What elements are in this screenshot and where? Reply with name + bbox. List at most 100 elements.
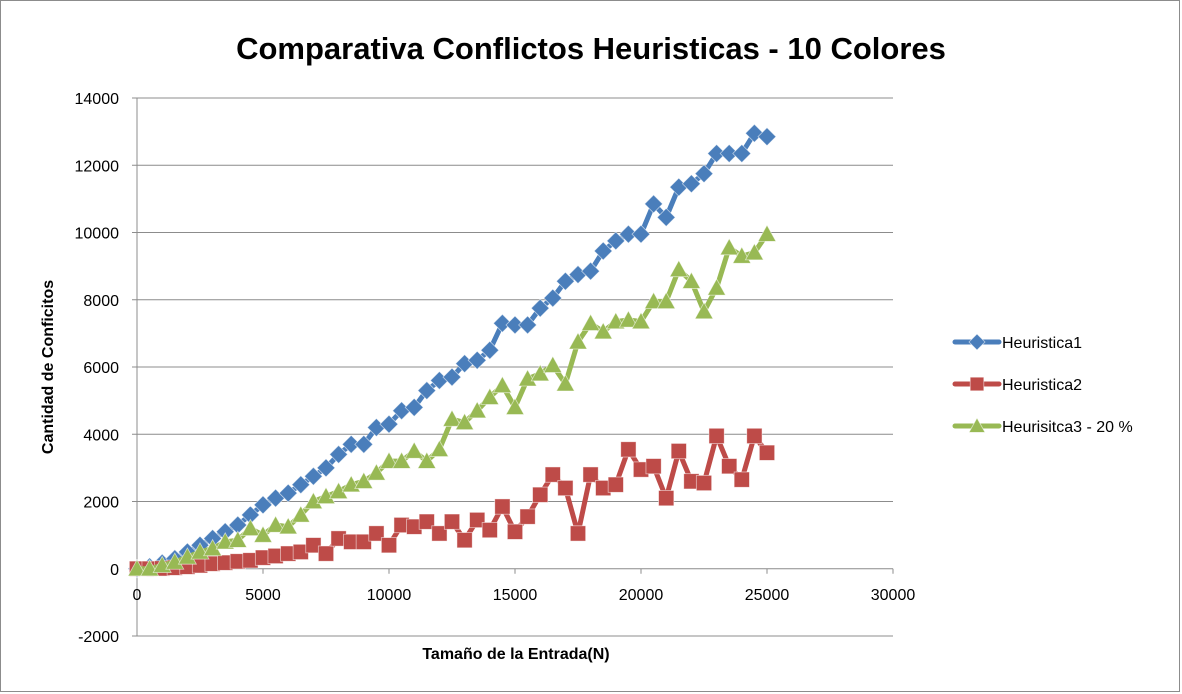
x-tick-label: 30000 (871, 587, 916, 604)
y-tick-label: 2000 (83, 495, 119, 512)
data-point (644, 194, 664, 214)
data-point (429, 439, 450, 457)
data-point (708, 427, 725, 444)
data-point (404, 441, 424, 459)
data-point (757, 224, 777, 242)
legend-item-2: Heuristica2 (952, 376, 1082, 394)
data-point (593, 321, 613, 340)
data-point (467, 350, 487, 370)
x-tick-label: 10000 (367, 587, 412, 604)
data-point (480, 387, 500, 405)
data-point (721, 458, 738, 475)
data-point (417, 380, 437, 401)
y-tick-label: 6000 (83, 360, 119, 377)
data-point (291, 505, 311, 523)
data-point (580, 313, 601, 331)
data-point (278, 483, 298, 503)
y-tick-label: 14000 (75, 91, 120, 108)
data-point (354, 434, 374, 454)
data-point (355, 533, 372, 550)
data-point (670, 443, 687, 460)
data-point (442, 409, 462, 427)
data-point (517, 368, 538, 387)
data-point (480, 340, 500, 360)
legend-label: Heuristica2 (1002, 377, 1082, 394)
data-point (379, 414, 399, 434)
data-point (469, 511, 486, 529)
data-point (555, 373, 576, 392)
data-point (733, 471, 750, 488)
data-point (744, 242, 765, 261)
data-point (593, 241, 613, 261)
legend-marker (969, 376, 985, 392)
y-tick-label: 4000 (83, 427, 119, 444)
data-point (305, 537, 322, 554)
data-point (443, 513, 461, 530)
data-point (253, 495, 273, 515)
data-point (707, 143, 727, 164)
data-point (719, 143, 739, 164)
data-point (530, 298, 550, 318)
data-point (569, 525, 587, 542)
data-point (694, 301, 714, 320)
data-point (669, 259, 689, 278)
data-point (581, 261, 601, 281)
data-point (380, 537, 398, 554)
legend-marker (968, 417, 986, 433)
data-point (303, 491, 324, 510)
data-point (518, 315, 538, 335)
data-point (544, 466, 561, 483)
data-point (240, 518, 261, 536)
data-point (758, 444, 776, 461)
legend-item-1: Heuristica1 (952, 333, 1082, 352)
data-point (404, 397, 424, 417)
y-tick-label: 8000 (83, 293, 119, 310)
data-point (505, 315, 525, 335)
data-point (506, 523, 524, 540)
series-2 (128, 427, 776, 577)
y-axis-label: Cantidad de Conficitos (40, 280, 57, 454)
x-tick-label: 15000 (493, 587, 538, 604)
data-point (265, 515, 286, 533)
legend-item-3: Heurisitca3 - 20 % (952, 417, 1133, 436)
data-point (417, 451, 437, 469)
data-point (519, 508, 536, 525)
data-point (418, 513, 435, 530)
data-point (656, 207, 676, 227)
data-point (379, 451, 399, 469)
data-point (607, 476, 624, 493)
data-point (543, 355, 563, 373)
series-lines (127, 123, 777, 579)
data-point (492, 375, 513, 394)
data-point (706, 278, 727, 296)
data-point (316, 486, 336, 505)
data-point (253, 525, 273, 543)
data-point (555, 271, 575, 291)
data-point (454, 412, 475, 431)
data-point (606, 231, 626, 251)
data-point (618, 310, 639, 328)
data-point (732, 143, 752, 164)
data-point (481, 522, 498, 539)
data-point (681, 174, 701, 194)
data-point (532, 486, 549, 503)
tick-labels: -2000 0 2000 4000 6000 8000 10000 12000 14000 0 50… (75, 91, 916, 646)
data-point (618, 224, 638, 244)
legend-label: Heurisitca3 - 20 % (1002, 419, 1133, 436)
data-point (467, 400, 487, 419)
data-point (757, 127, 777, 147)
data-point (329, 444, 349, 464)
data-point (656, 291, 676, 310)
data-point (391, 451, 412, 469)
x-tick-label: 25000 (745, 587, 790, 604)
y-tick-label: 12000 (75, 158, 120, 175)
data-point (543, 288, 563, 308)
y-tick-label: -2000 (78, 629, 119, 646)
data-point (492, 313, 512, 333)
data-point (631, 311, 651, 330)
legend-label: Heuristica1 (1002, 335, 1082, 352)
data-point (177, 547, 198, 565)
data-point (127, 558, 147, 577)
legend: Heuristica1 Heuristica2 Heurisitca3 - 20 % (952, 333, 1133, 436)
